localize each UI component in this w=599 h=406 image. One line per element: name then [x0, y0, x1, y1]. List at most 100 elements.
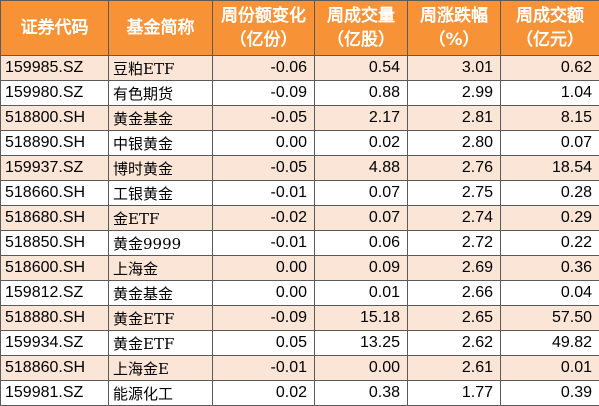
cell-name: 工银黄金: [109, 181, 213, 206]
cell-volume: 0.38: [315, 381, 408, 406]
cell-share-change: 0.00: [213, 131, 315, 156]
cell-code: 159985.SZ: [1, 56, 109, 81]
header-change-pct: 周涨跌幅 （%）: [408, 1, 501, 56]
cell-change-pct: 2.62: [408, 331, 501, 356]
cell-amount: 0.01: [501, 356, 599, 381]
cell-volume: 0.06: [315, 231, 408, 256]
cell-change-pct: 2.61: [408, 356, 501, 381]
cell-amount: 8.15: [501, 106, 599, 131]
cell-name: 豆粕ETF: [109, 56, 213, 81]
cell-share-change: -0.05: [213, 156, 315, 181]
cell-amount: 0.39: [501, 381, 599, 406]
header-share-change-line1: 周份额变化: [213, 4, 314, 28]
header-share-change: 周份额变化 （亿份）: [213, 1, 315, 56]
cell-code: 159937.SZ: [1, 156, 109, 181]
cell-share-change: -0.01: [213, 356, 315, 381]
table-row: 159985.SZ 豆粕ETF -0.06 0.54 3.01 0.62: [1, 56, 599, 81]
cell-share-change: -0.01: [213, 181, 315, 206]
cell-code: 159981.SZ: [1, 381, 109, 406]
cell-share-change: -0.09: [213, 306, 315, 331]
table-row: 518660.SH 工银黄金 -0.01 0.07 2.75 0.28: [1, 181, 599, 206]
cell-change-pct: 2.81: [408, 106, 501, 131]
cell-share-change: 0.02: [213, 381, 315, 406]
table-row: 518880.SH 黄金ETF -0.09 15.18 2.65 57.50: [1, 306, 599, 331]
cell-volume: 0.02: [315, 131, 408, 156]
cell-code: 159812.SZ: [1, 281, 109, 306]
cell-share-change: -0.01: [213, 231, 315, 256]
cell-amount: 18.54: [501, 156, 599, 181]
cell-name: 黄金基金: [109, 106, 213, 131]
table-row: 518890.SH 中银黄金 0.00 0.02 2.80 0.07: [1, 131, 599, 156]
cell-amount: 49.82: [501, 331, 599, 356]
cell-name: 黄金ETF: [109, 331, 213, 356]
table-row: 159980.SZ 有色期货 -0.09 0.88 2.99 1.04: [1, 81, 599, 106]
cell-name: 上海金: [109, 256, 213, 281]
table-row: 518600.SH 上海金 0.00 0.09 2.69 0.36: [1, 256, 599, 281]
header-amount: 周成交额 （亿元）: [501, 1, 599, 56]
header-row: 证券代码 基金简称 周份额变化 （亿份） 周成交量 （亿股） 周涨跌幅 （%） …: [1, 1, 599, 56]
cell-volume: 2.17: [315, 106, 408, 131]
table-body: 159985.SZ 豆粕ETF -0.06 0.54 3.01 0.62 159…: [1, 56, 599, 406]
cell-code: 518660.SH: [1, 181, 109, 206]
cell-name: 黄金ETF: [109, 306, 213, 331]
cell-name: 中银黄金: [109, 131, 213, 156]
cell-change-pct: 1.77: [408, 381, 501, 406]
cell-name: 金ETF: [109, 206, 213, 231]
cell-volume: 0.07: [315, 206, 408, 231]
cell-amount: 0.29: [501, 206, 599, 231]
table-row: 159981.SZ 能源化工 0.02 0.38 1.77 0.39: [1, 381, 599, 406]
table-row: 159937.SZ 博时黄金 -0.05 4.88 2.76 18.54: [1, 156, 599, 181]
cell-change-pct: 2.80: [408, 131, 501, 156]
cell-code: 518890.SH: [1, 131, 109, 156]
cell-change-pct: 2.74: [408, 206, 501, 231]
cell-amount: 57.50: [501, 306, 599, 331]
header-amount-unit: （亿元）: [501, 28, 599, 52]
cell-name: 黄金基金: [109, 281, 213, 306]
cell-change-pct: 2.66: [408, 281, 501, 306]
header-share-change-unit: （亿份）: [213, 28, 314, 52]
cell-amount: 0.07: [501, 131, 599, 156]
cell-share-change: 0.00: [213, 281, 315, 306]
table-row: 518680.SH 金ETF -0.02 0.07 2.74 0.29: [1, 206, 599, 231]
header-change-pct-line1: 周涨跌幅: [408, 4, 500, 28]
cell-volume: 0.01: [315, 281, 408, 306]
cell-volume: 13.25: [315, 331, 408, 356]
cell-code: 518680.SH: [1, 206, 109, 231]
cell-volume: 0.54: [315, 56, 408, 81]
header-volume-unit: （亿股）: [315, 28, 407, 52]
table-row: 518850.SH 黄金9999 -0.01 0.06 2.72 0.22: [1, 231, 599, 256]
cell-amount: 0.62: [501, 56, 599, 81]
cell-name: 上海金E: [109, 356, 213, 381]
header-name: 基金简称: [109, 1, 213, 56]
cell-share-change: -0.02: [213, 206, 315, 231]
cell-change-pct: 2.69: [408, 256, 501, 281]
cell-volume: 0.07: [315, 181, 408, 206]
cell-change-pct: 2.76: [408, 156, 501, 181]
cell-code: 159934.SZ: [1, 331, 109, 356]
cell-amount: 0.04: [501, 281, 599, 306]
table-row: 518860.SH 上海金E -0.01 0.00 2.61 0.01: [1, 356, 599, 381]
header-volume-line1: 周成交量: [315, 4, 407, 28]
cell-volume: 0.00: [315, 356, 408, 381]
cell-share-change: 0.00: [213, 256, 315, 281]
cell-change-pct: 2.75: [408, 181, 501, 206]
cell-code: 518860.SH: [1, 356, 109, 381]
cell-amount: 0.28: [501, 181, 599, 206]
cell-share-change: -0.05: [213, 106, 315, 131]
table-row: 518800.SH 黄金基金 -0.05 2.17 2.81 8.15: [1, 106, 599, 131]
cell-share-change: -0.09: [213, 81, 315, 106]
cell-volume: 15.18: [315, 306, 408, 331]
cell-share-change: -0.06: [213, 56, 315, 81]
header-amount-line1: 周成交额: [501, 4, 599, 28]
cell-code: 518800.SH: [1, 106, 109, 131]
cell-amount: 0.22: [501, 231, 599, 256]
cell-amount: 1.04: [501, 81, 599, 106]
cell-change-pct: 2.72: [408, 231, 501, 256]
cell-volume: 4.88: [315, 156, 408, 181]
cell-change-pct: 2.65: [408, 306, 501, 331]
cell-change-pct: 2.99: [408, 81, 501, 106]
cell-name: 博时黄金: [109, 156, 213, 181]
header-code: 证券代码: [1, 1, 109, 56]
cell-change-pct: 3.01: [408, 56, 501, 81]
table-row: 159812.SZ 黄金基金 0.00 0.01 2.66 0.04: [1, 281, 599, 306]
